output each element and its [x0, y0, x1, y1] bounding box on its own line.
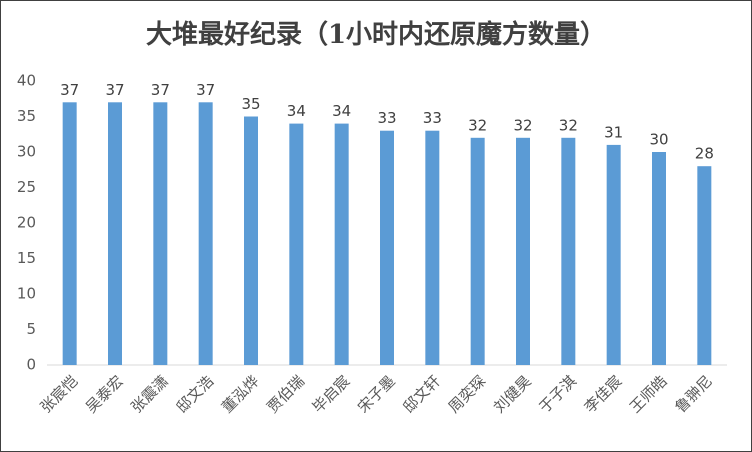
value-label: 37	[196, 81, 215, 99]
value-label: 37	[151, 81, 170, 99]
value-label: 32	[559, 116, 578, 134]
value-label: 37	[105, 81, 124, 99]
bar	[697, 166, 712, 365]
y-tick-label: 15	[17, 249, 36, 267]
value-label: 33	[377, 109, 396, 127]
bar	[425, 130, 440, 365]
y-tick-label: 25	[17, 178, 36, 196]
bar	[516, 137, 530, 365]
bar	[380, 130, 394, 365]
bar	[470, 137, 485, 365]
y-tick-label: 20	[17, 214, 36, 232]
value-label: 34	[332, 102, 351, 120]
value-label: 33	[423, 109, 442, 127]
y-tick-label: 0	[26, 356, 36, 374]
bar	[652, 152, 666, 365]
value-label: 31	[604, 123, 623, 141]
bar	[244, 116, 258, 365]
bar	[198, 102, 213, 366]
value-label: 37	[60, 81, 79, 99]
bar	[561, 137, 576, 365]
y-tick-label: 5	[26, 320, 36, 338]
value-label: 28	[695, 145, 714, 163]
y-tick-label: 10	[17, 285, 36, 303]
value-label: 35	[241, 95, 260, 113]
bar	[108, 102, 122, 366]
bar	[606, 144, 621, 365]
bar	[334, 123, 349, 365]
bar	[153, 102, 168, 366]
y-tick-label: 40	[17, 72, 36, 90]
y-tick-label: 30	[17, 143, 36, 161]
y-tick-label: 35	[17, 107, 36, 125]
chart-title: 大堆最好纪录（1小时内还原魔方数量）	[146, 19, 606, 50]
value-label: 32	[513, 116, 532, 134]
bar	[62, 102, 77, 366]
bar	[289, 123, 304, 365]
value-label: 34	[287, 102, 306, 120]
value-label: 32	[468, 116, 487, 134]
value-label: 30	[649, 131, 668, 149]
